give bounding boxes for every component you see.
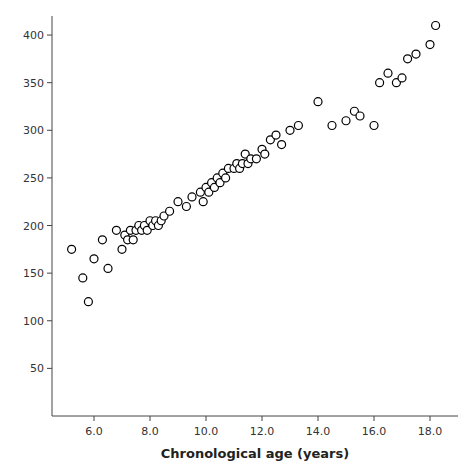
y-tick (47, 273, 52, 274)
point (426, 41, 434, 49)
y-axis-line (52, 16, 53, 416)
x-tick (262, 416, 263, 421)
x-tick-label: 18.0 (418, 425, 443, 438)
point (90, 255, 98, 263)
y-tick-label: 200 (23, 220, 44, 233)
point (342, 117, 350, 125)
point (79, 274, 87, 282)
point (129, 236, 137, 244)
x-tick-label: 6.0 (85, 425, 103, 438)
y-tick-label: 250 (23, 172, 44, 185)
point (84, 298, 92, 306)
point (166, 207, 174, 215)
x-tick-label: 16.0 (362, 425, 387, 438)
point (398, 74, 406, 82)
point (252, 155, 260, 163)
points (68, 22, 440, 306)
point (174, 198, 182, 206)
y-tick (47, 225, 52, 226)
point (272, 131, 280, 139)
y-tick (47, 35, 52, 36)
y-tick (47, 82, 52, 83)
y-tick (47, 320, 52, 321)
point (404, 55, 412, 63)
point (68, 245, 76, 253)
x-tick (206, 416, 207, 421)
point (222, 174, 230, 182)
chart: 6.0 8.0 10.0 12.0 14.0 16.0 18.0 50 100 150 200 250… (0, 0, 474, 474)
x-tick (430, 416, 431, 421)
axes: 6.0 8.0 10.0 12.0 14.0 16.0 18.0 50 100 150 200 250… (23, 16, 458, 438)
x-tick (374, 416, 375, 421)
point (384, 69, 392, 77)
point (112, 226, 120, 234)
y-tick-label: 400 (23, 29, 44, 42)
y-tick-label: 50 (30, 362, 44, 375)
point (261, 150, 269, 158)
x-axis-label: Chronological age (years) (161, 446, 349, 461)
point (314, 98, 322, 106)
point (104, 264, 112, 272)
y-tick-label: 150 (23, 267, 44, 280)
x-tick-label: 8.0 (141, 425, 159, 438)
y-tick-label: 100 (23, 315, 44, 328)
point (188, 193, 196, 201)
y-tick (47, 368, 52, 369)
point (182, 202, 190, 210)
point (412, 50, 420, 58)
point (286, 126, 294, 134)
point (356, 112, 364, 120)
x-axis-line (52, 416, 458, 417)
point (294, 122, 302, 130)
x-tick (94, 416, 95, 421)
point (376, 79, 384, 87)
point (370, 122, 378, 130)
point (432, 22, 440, 30)
point (98, 236, 106, 244)
x-tick-label: 12.0 (250, 425, 275, 438)
point (118, 245, 126, 253)
x-tick (150, 416, 151, 421)
y-tick-label: 300 (23, 124, 44, 137)
y-tick-label: 350 (23, 77, 44, 90)
x-tick-label: 14.0 (306, 425, 331, 438)
point (328, 122, 336, 130)
y-tick (47, 130, 52, 131)
point (278, 141, 286, 149)
x-tick (318, 416, 319, 421)
y-tick (47, 177, 52, 178)
point (199, 198, 207, 206)
x-tick-label: 10.0 (194, 425, 219, 438)
